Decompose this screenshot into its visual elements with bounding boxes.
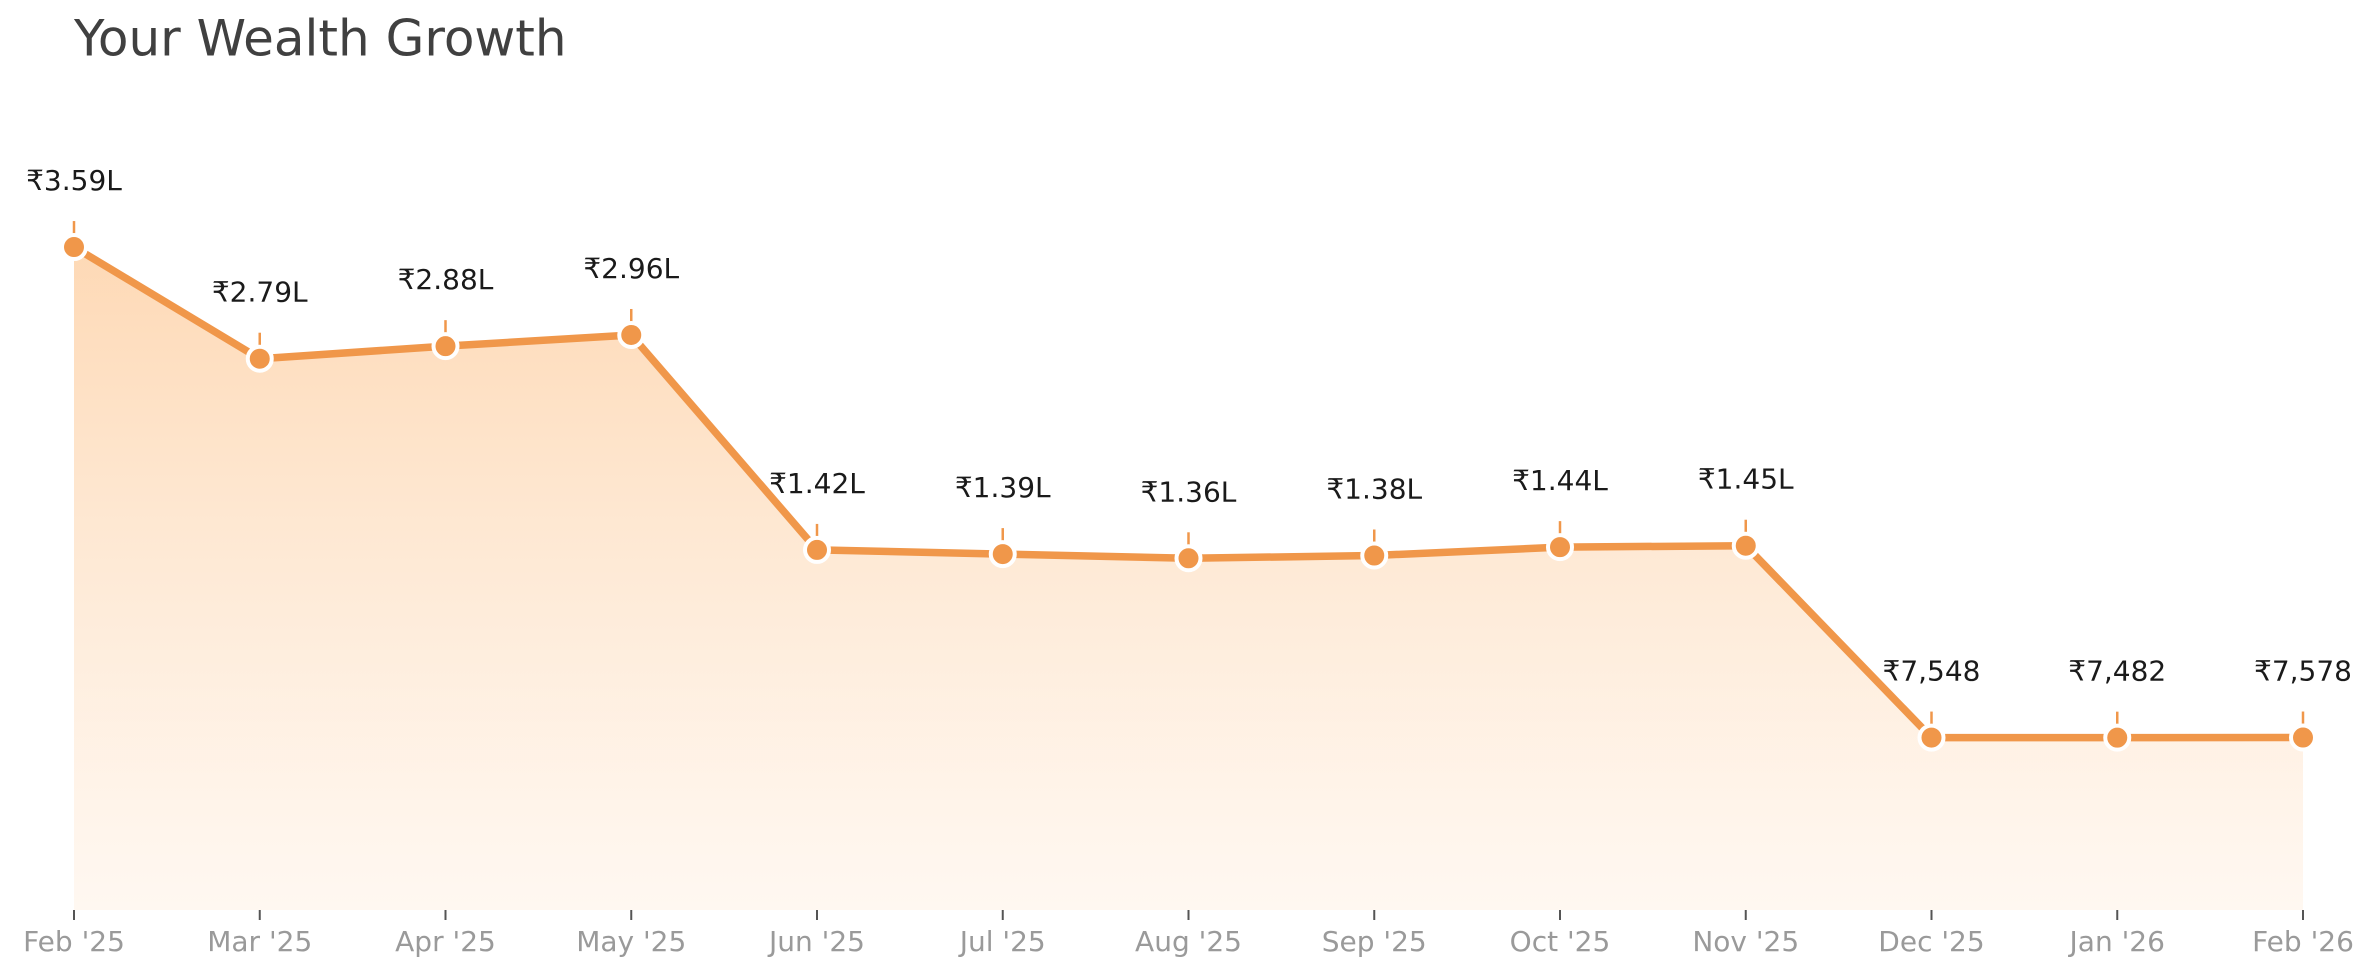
x-tick-label: Sep '25	[1322, 925, 1427, 958]
x-tick-label: Aug '25	[1135, 925, 1242, 958]
point	[245, 344, 274, 373]
value-label: ₹1.39L	[955, 471, 1051, 504]
point	[2289, 723, 2317, 752]
x-tick-label: Mar '25	[207, 925, 312, 958]
point	[60, 233, 88, 262]
value-label: ₹2.79L	[212, 276, 308, 309]
x-tick-label: Dec '25	[1878, 925, 1984, 958]
point	[1174, 544, 1203, 573]
chart-title: Your Wealth Growth	[73, 10, 567, 68]
point	[1731, 531, 1760, 560]
value-label: ₹3.59L	[26, 164, 122, 197]
value-label: ₹1.45L	[1698, 463, 1794, 496]
x-tick-label: Jun '25	[767, 925, 865, 958]
point	[2103, 723, 2132, 752]
x-tick-label: Apr '25	[395, 925, 496, 958]
point	[988, 540, 1017, 569]
x-tick-label: Feb '26	[2252, 925, 2354, 958]
x-tick-label: May '25	[576, 925, 686, 958]
x-tick-label: Oct '25	[1510, 925, 1611, 958]
x-tick-label: Feb '25	[23, 925, 125, 958]
x-tick-label: Jan '26	[2068, 925, 2165, 958]
value-label: ₹2.88L	[398, 263, 494, 296]
value-label: ₹7,548	[1883, 655, 1981, 688]
area	[74, 247, 2303, 910]
value-label: ₹1.36L	[1141, 475, 1237, 508]
point	[803, 535, 831, 564]
x-tick-label: Jul '25	[958, 925, 1046, 958]
value-label: ₹1.38L	[1326, 472, 1422, 505]
point	[1917, 723, 1946, 752]
value-label: ₹7,482	[2068, 655, 2166, 688]
point	[617, 320, 646, 349]
value-label: ₹1.42L	[769, 467, 865, 500]
value-label: ₹2.96L	[583, 252, 679, 285]
value-label: ₹1.44L	[1512, 464, 1608, 497]
value-label: ₹7,578	[2254, 655, 2352, 688]
point	[431, 332, 460, 361]
point	[1546, 533, 1574, 562]
x-tick-label: Nov '25	[1692, 925, 1799, 958]
point	[1360, 541, 1389, 570]
